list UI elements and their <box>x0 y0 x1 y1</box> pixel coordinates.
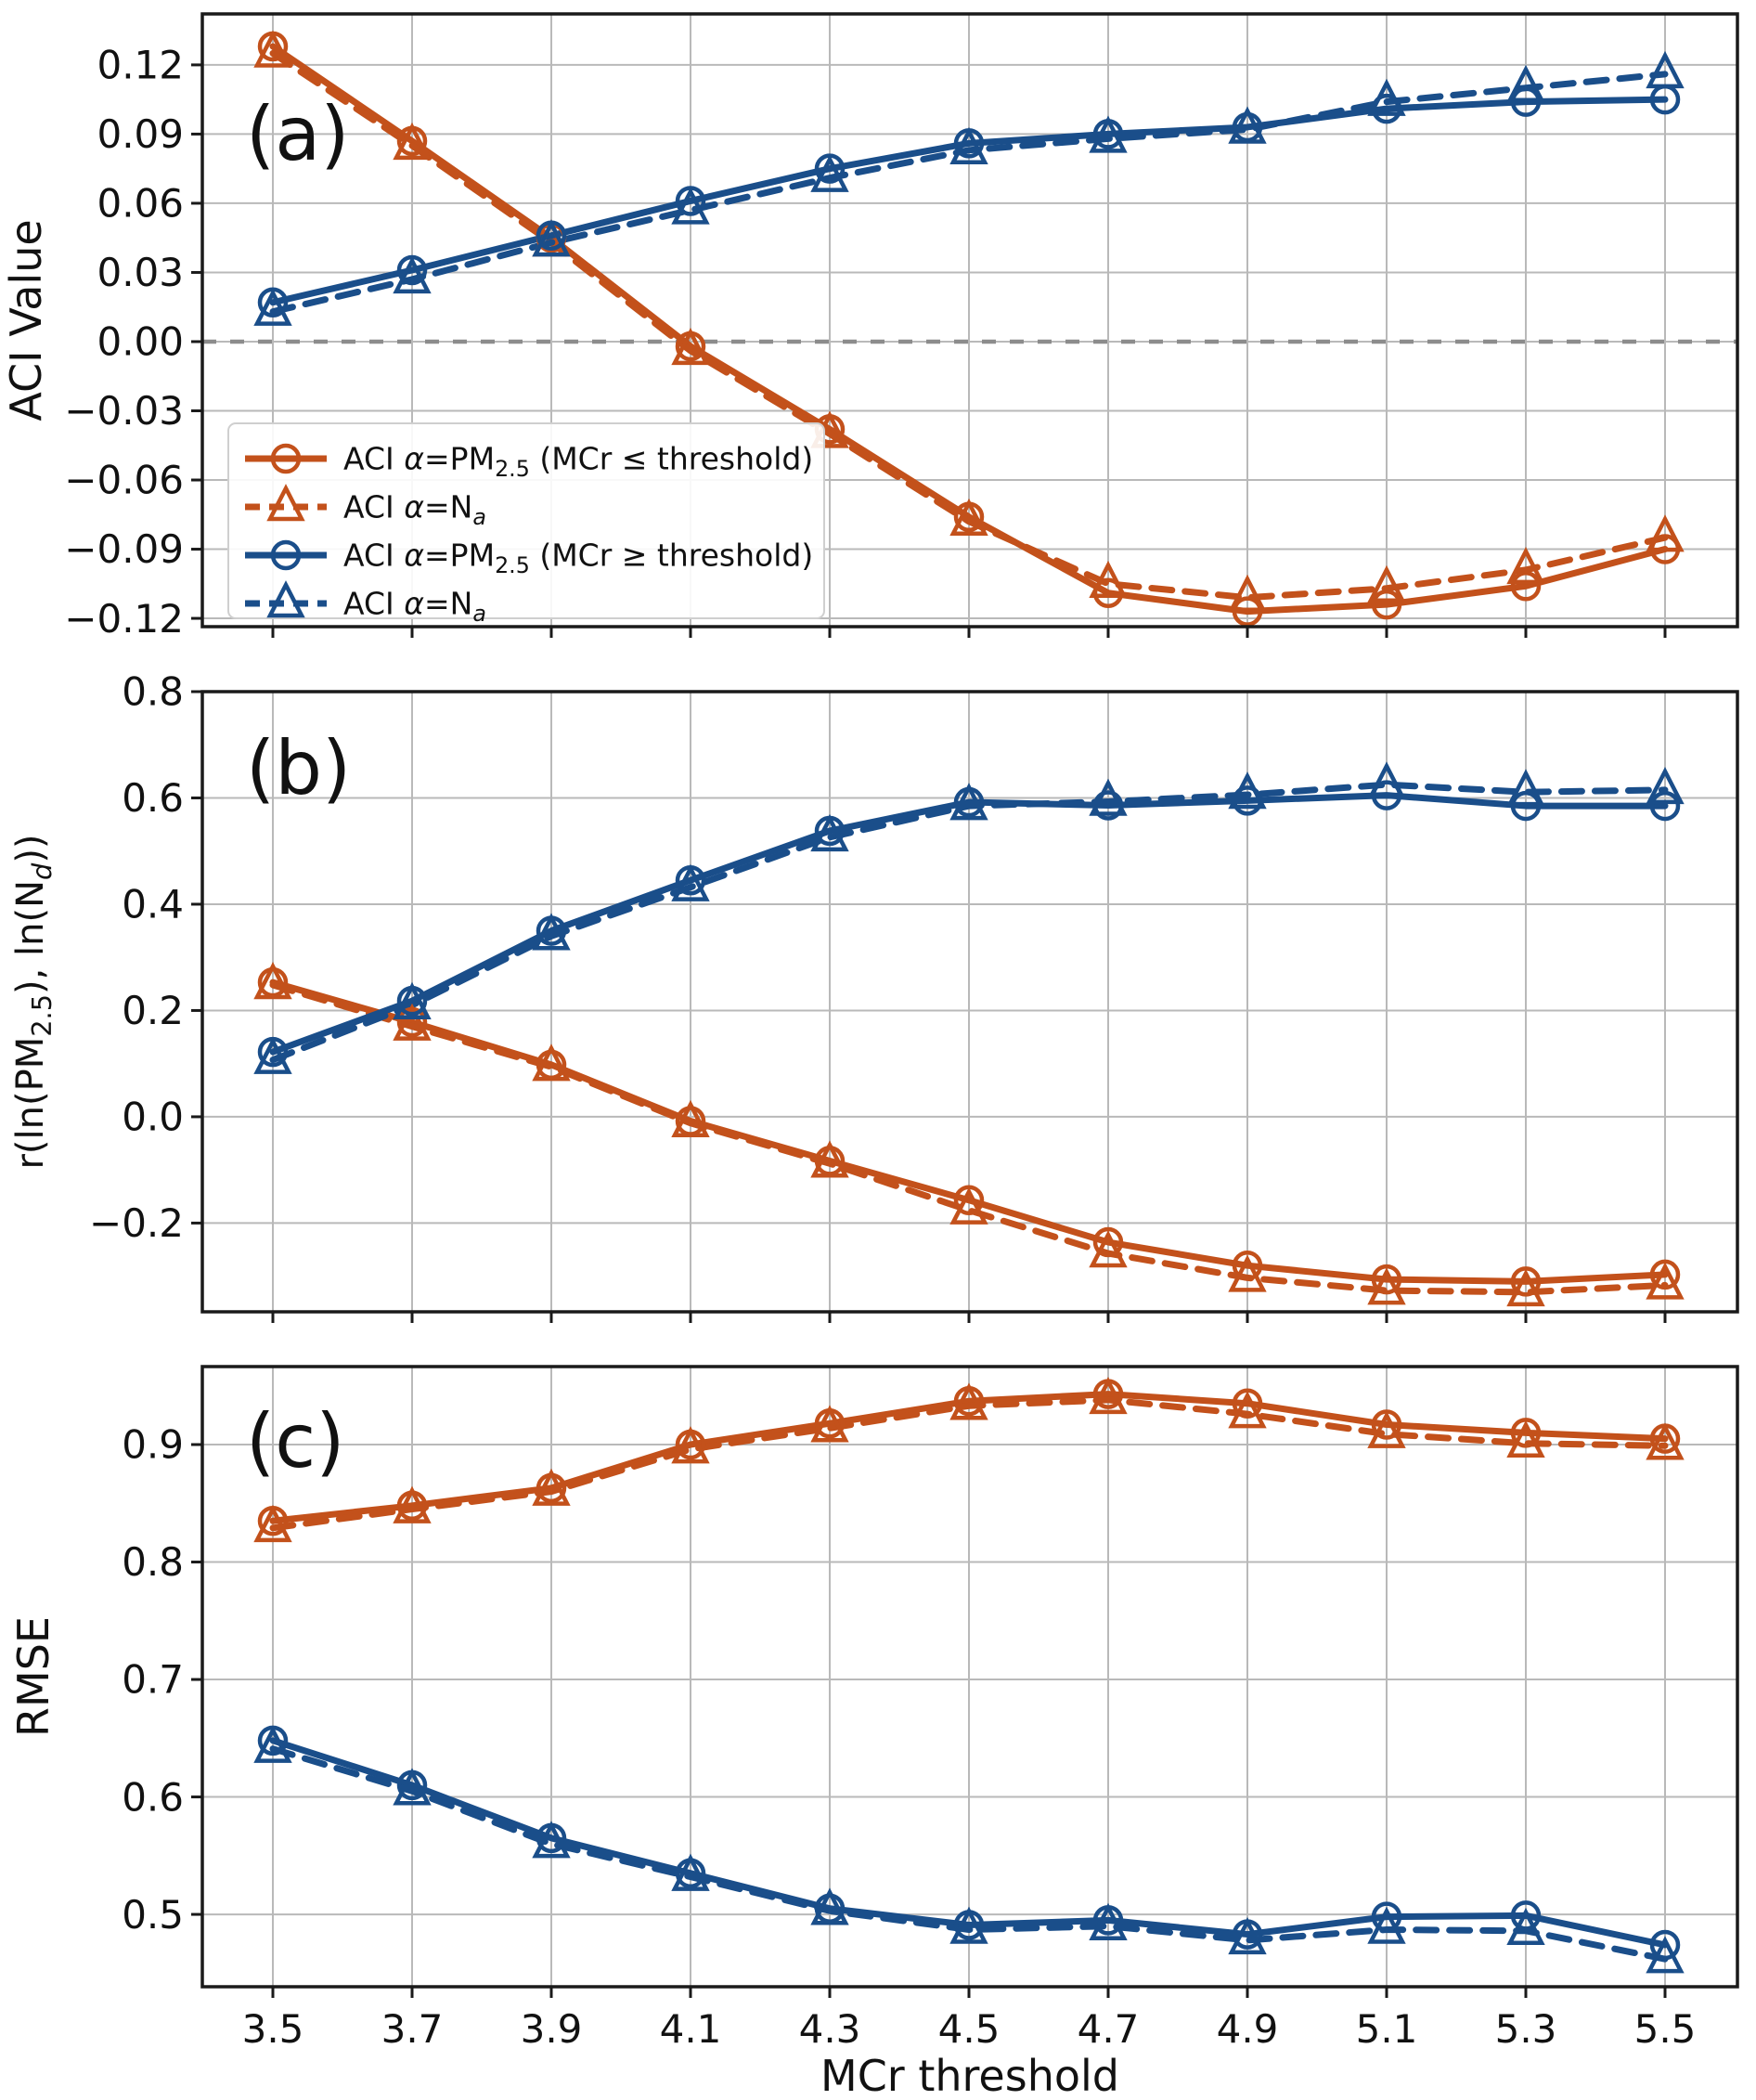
panel-a: 0.12 0.09 0.06 0.03 0.00 −0.03 −0.06 −0.09 −0.12… <box>1 12 1739 642</box>
svg-text:−0.12: −0.12 <box>64 596 184 642</box>
svg-text:0.9: 0.9 <box>122 1422 184 1468</box>
x-axis-labels: 3.5 3.7 3.9 4.1 4.3 4.5 4.7 4.9 5.1 5.3 5.5 MCr thr… <box>242 2006 1697 2100</box>
x-axis-title: MCr threshold <box>820 2051 1119 2100</box>
panel-c-grid <box>202 1367 1737 1987</box>
panel-b-letter: (b) <box>246 725 351 811</box>
svg-text:3.5: 3.5 <box>242 2006 304 2052</box>
svg-text:0.12: 0.12 <box>97 43 184 88</box>
legend-entry-label: ACI α=PM2.5 (MCr ≥ threshold) <box>343 538 813 578</box>
svg-text:4.9: 4.9 <box>1217 2006 1279 2052</box>
panel-b-ytick-labels: 0.8 0.6 0.4 0.2 0.0 −0.2 <box>89 669 184 1246</box>
panel-c-markers <box>253 1725 1685 1974</box>
panel-a-ticks <box>191 63 1667 638</box>
panel-c-ylabel: RMSE <box>8 1616 58 1737</box>
panel-b-ticks <box>191 690 1667 1323</box>
panel-a-markers <box>253 50 1685 326</box>
panel-b-ylabel: r(ln(PM2.5), ln(Nd)) <box>9 834 58 1169</box>
svg-text:3.9: 3.9 <box>521 2006 583 2052</box>
svg-text:0.6: 0.6 <box>122 1774 184 1820</box>
panel-c-ytick-labels: 0.9 0.8 0.7 0.6 0.5 <box>122 1422 184 1938</box>
panel-c-letter: (c) <box>246 1398 344 1484</box>
svg-text:0.6: 0.6 <box>122 775 184 821</box>
panel-c-ticks <box>191 1443 1667 1998</box>
panel-a-ylabel: ACI Value <box>1 219 51 421</box>
svg-text:−0.03: −0.03 <box>64 388 184 434</box>
svg-text:0.06: 0.06 <box>97 181 184 227</box>
svg-text:0.03: 0.03 <box>97 250 184 295</box>
svg-text:−0.06: −0.06 <box>64 458 184 503</box>
panel-a-letter: (a) <box>246 91 349 177</box>
svg-text:0.7: 0.7 <box>122 1657 184 1703</box>
svg-text:5.3: 5.3 <box>1495 2006 1557 2052</box>
svg-text:0.8: 0.8 <box>122 669 184 715</box>
svg-text:3.7: 3.7 <box>381 2006 444 2052</box>
svg-text:5.5: 5.5 <box>1634 2006 1697 2052</box>
legend-entry-label: ACI α=Na <box>343 586 486 627</box>
panel-a-ytick-labels: 0.12 0.09 0.06 0.03 0.00 −0.03 −0.06 −0.09 −0.12 <box>64 43 184 642</box>
svg-text:0.5: 0.5 <box>122 1892 184 1938</box>
svg-text:−0.09: −0.09 <box>64 526 184 572</box>
legend-entry-label: ACI α=PM2.5 (MCr ≤ threshold) <box>343 441 813 482</box>
panel-a-series <box>269 43 1669 616</box>
panel-b: 0.8 0.6 0.4 0.2 0.0 −0.2 r(ln(PM2.5), ln(Nd)) (… <box>9 669 1739 1323</box>
panel-c-series <box>269 1391 1669 1963</box>
svg-text:0.2: 0.2 <box>122 988 184 1033</box>
svg-text:0.09: 0.09 <box>97 111 184 157</box>
panel-b-markers <box>253 761 1685 1074</box>
svg-text:0.0: 0.0 <box>122 1095 184 1140</box>
svg-text:−0.2: −0.2 <box>89 1200 184 1246</box>
panel-b-markers <box>253 962 1685 1307</box>
panel-c-markers <box>253 1377 1685 1543</box>
svg-text:5.1: 5.1 <box>1356 2006 1418 2052</box>
svg-text:0.8: 0.8 <box>122 1539 184 1585</box>
svg-text:4.5: 4.5 <box>938 2006 1001 2052</box>
svg-text:0.00: 0.00 <box>97 319 184 365</box>
legend-box <box>227 422 825 619</box>
panel-b-series <box>269 781 1669 1296</box>
legend-entry-label: ACI α=Na <box>343 489 486 530</box>
svg-text:4.3: 4.3 <box>799 2006 861 2052</box>
panel-c: 0.9 0.8 0.7 0.6 0.5 RMSE (c) <box>8 1365 1739 1998</box>
svg-text:4.7: 4.7 <box>1078 2006 1140 2052</box>
legend: ACI α=PM2.5 (MCr ≤ threshold) ACI α=Na ACI… <box>227 422 825 627</box>
svg-text:0.4: 0.4 <box>122 882 184 927</box>
svg-text:4.1: 4.1 <box>660 2006 722 2052</box>
